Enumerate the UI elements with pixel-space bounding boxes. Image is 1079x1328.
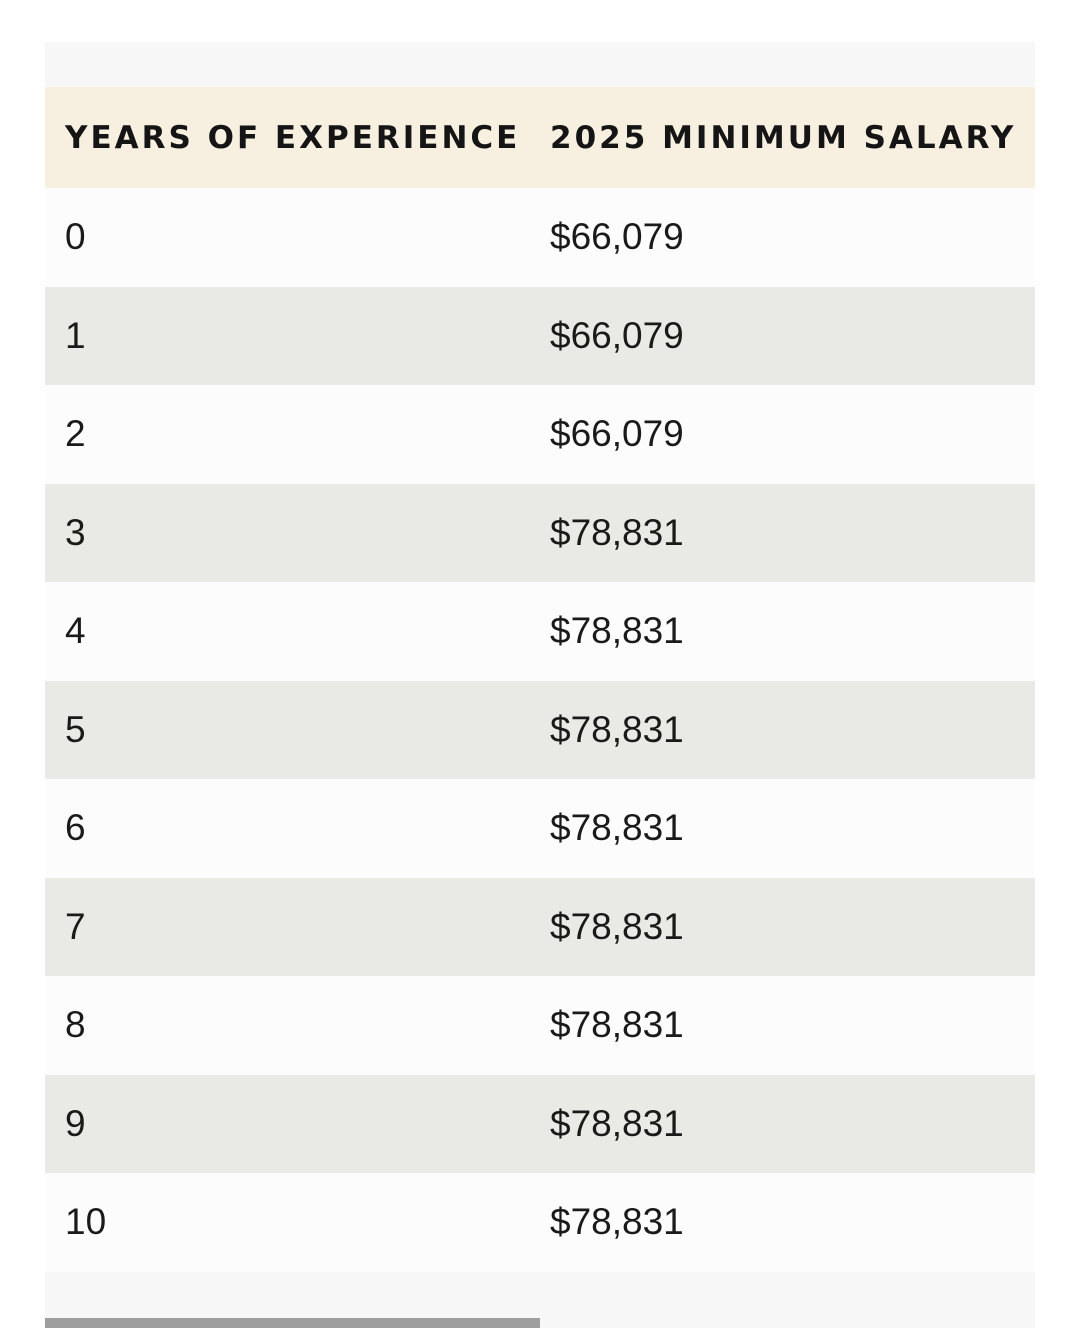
table-row: 8 $78,831 — [45, 976, 1035, 1075]
years-cell: 7 — [65, 905, 86, 947]
salary-cell: $66,079 — [550, 413, 684, 455]
years-cell: 0 — [65, 216, 86, 258]
salary-cell: $78,831 — [550, 905, 684, 947]
table-header: YEARS OF EXPERIENCE 2025 MINIMUM SALARY — [45, 87, 1035, 188]
table-row: 4 $78,831 — [45, 582, 1035, 681]
horizontal-scrollbar-thumb[interactable] — [45, 1318, 540, 1328]
years-cell: 6 — [65, 807, 86, 849]
column-header-years: YEARS OF EXPERIENCE — [65, 119, 521, 156]
salary-cell: $78,831 — [550, 1004, 684, 1046]
salary-cell: $78,831 — [550, 807, 684, 849]
table-row: 5 $78,831 — [45, 680, 1035, 779]
salary-cell: $78,831 — [550, 1201, 684, 1243]
column-header-salary: 2025 MINIMUM SALARY — [550, 119, 1017, 156]
table-row: 1 $66,079 — [45, 286, 1035, 385]
salary-cell: $78,831 — [550, 511, 684, 553]
years-cell: 8 — [65, 1004, 86, 1046]
salary-table: YEARS OF EXPERIENCE 2025 MINIMUM SALARY … — [45, 87, 1035, 1272]
table-header-row: YEARS OF EXPERIENCE 2025 MINIMUM SALARY — [45, 87, 1035, 188]
years-cell: 5 — [65, 708, 86, 750]
years-cell: 2 — [65, 413, 86, 455]
salary-cell: $66,079 — [550, 314, 684, 356]
table-row: 7 $78,831 — [45, 877, 1035, 976]
table-body: 0 $66,079 1 $66,079 2 $66,079 3 $78,831 … — [45, 188, 1035, 1272]
table-row: 2 $66,079 — [45, 385, 1035, 484]
years-cell: 10 — [65, 1201, 107, 1243]
table-row: 6 $78,831 — [45, 779, 1035, 878]
years-cell: 4 — [65, 610, 86, 652]
salary-table-container[interactable]: YEARS OF EXPERIENCE 2025 MINIMUM SALARY … — [45, 42, 1035, 1328]
table-row: 3 $78,831 — [45, 483, 1035, 582]
salary-cell: $78,831 — [550, 708, 684, 750]
salary-cell: $78,831 — [550, 1102, 684, 1144]
salary-cell: $66,079 — [550, 216, 684, 258]
table-row: 9 $78,831 — [45, 1074, 1035, 1173]
table-row: 0 $66,079 — [45, 188, 1035, 287]
years-cell: 1 — [65, 314, 86, 356]
table-row: 10 $78,831 — [45, 1173, 1035, 1272]
years-cell: 9 — [65, 1102, 86, 1144]
table-top-padding — [45, 42, 1035, 87]
horizontal-scrollbar[interactable] — [45, 1316, 1035, 1328]
salary-cell: $78,831 — [550, 610, 684, 652]
years-cell: 3 — [65, 511, 86, 553]
